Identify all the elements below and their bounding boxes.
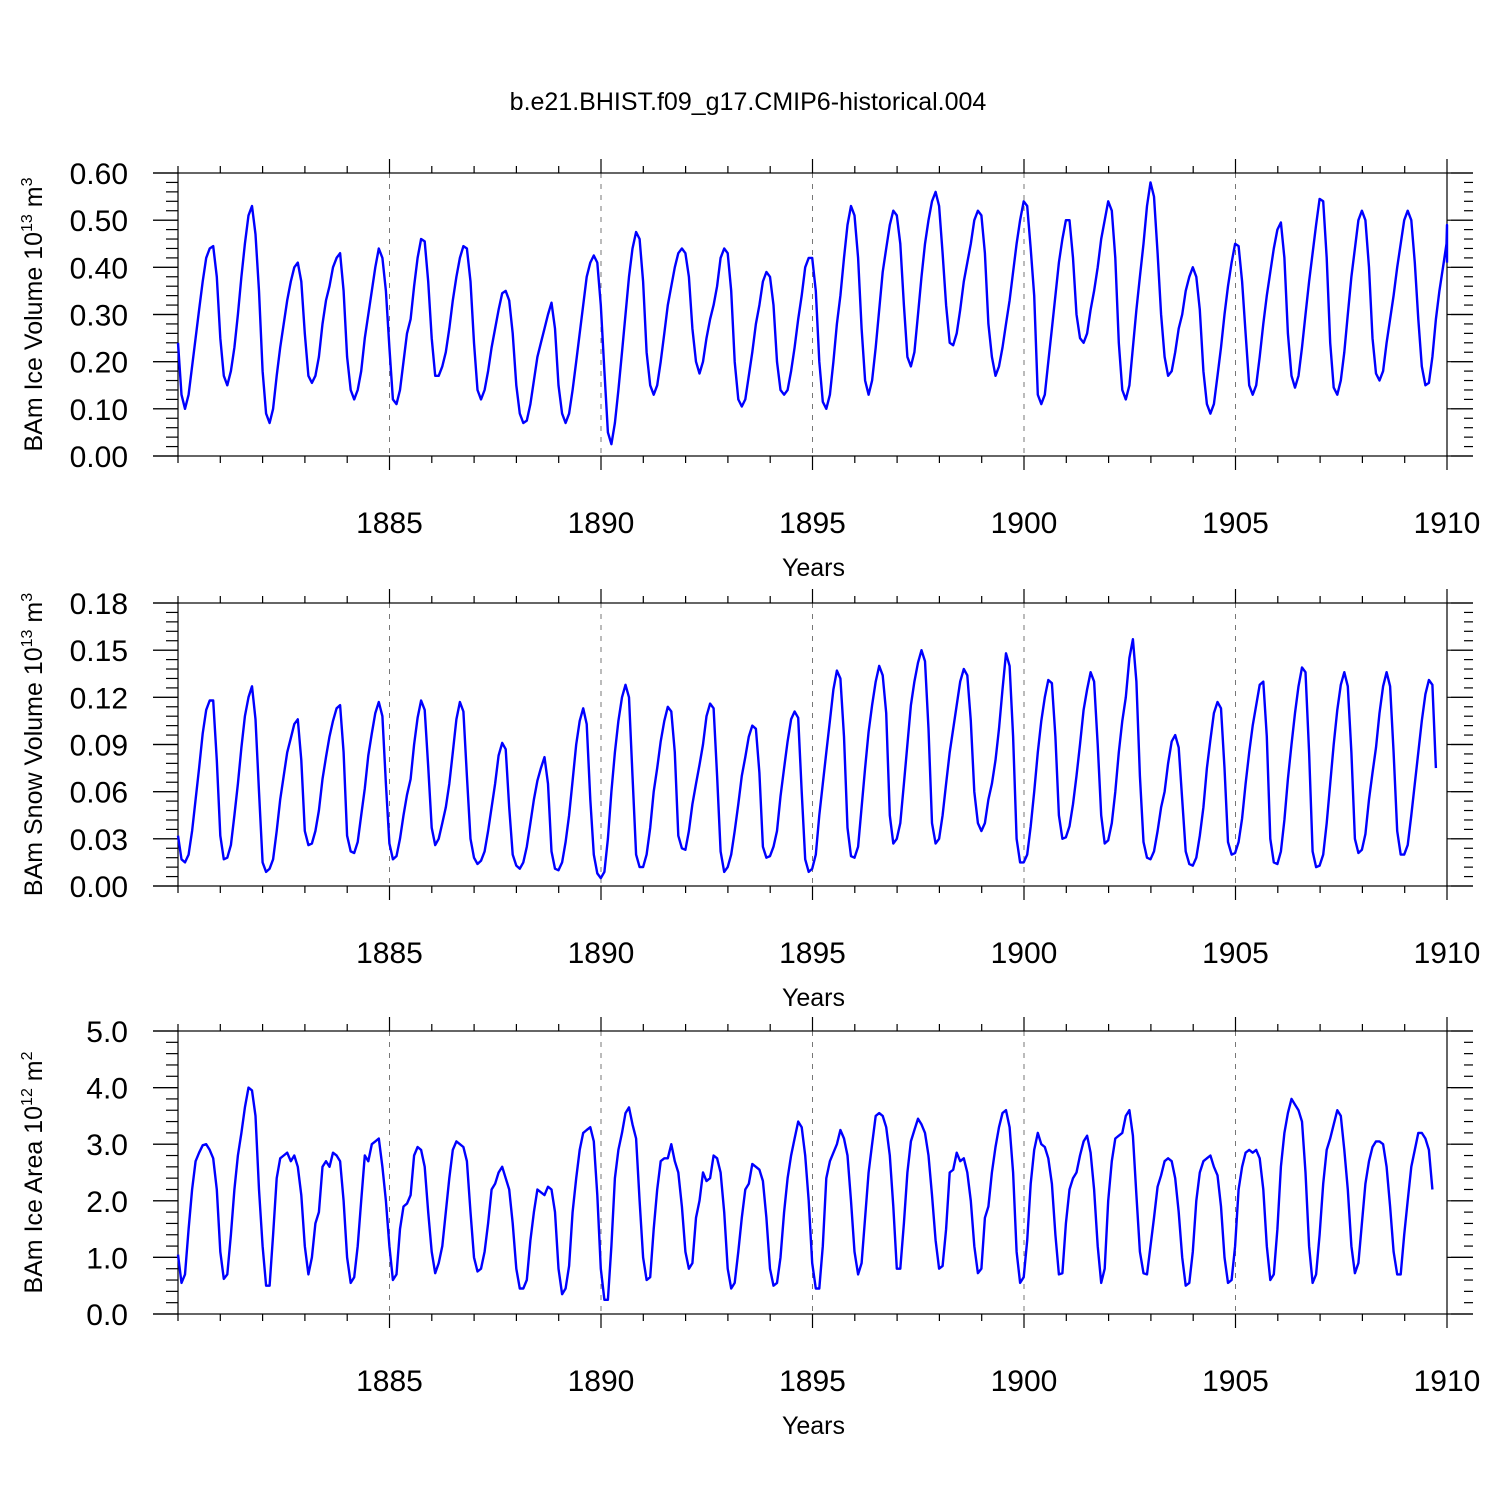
y-axis-label-part: BAm Snow Volume 10	[20, 647, 48, 896]
y-tick-label: 0.30	[70, 300, 128, 333]
x-tick-label: 1885	[356, 507, 423, 540]
plot-frame	[177, 1030, 1448, 1315]
y-tick-label: 0.60	[70, 158, 128, 191]
y-axis-label-superscript: 13	[19, 629, 36, 647]
x-tick-label: 1905	[1202, 1365, 1269, 1398]
series-line-snow-volume	[176, 638, 1438, 880]
y-tick-label: 4.0	[86, 1073, 128, 1106]
y-tick-label: 0.0	[86, 1299, 128, 1332]
y-axis-label-part: m	[20, 1060, 48, 1088]
series-line-ice-volume	[176, 181, 1449, 446]
y-axis-label: BAm Snow Volume 1013 m3	[19, 593, 48, 896]
y-tick-label: 0.50	[70, 205, 128, 238]
x-tick-label: 1890	[568, 1365, 635, 1398]
x-tick-label: 1890	[568, 507, 635, 540]
series-line-ice-area	[176, 1086, 1434, 1302]
y-tick-label: 0.20	[70, 347, 128, 380]
y-tick-label: 0.03	[70, 824, 128, 857]
y-axis-label-superscript: 13	[19, 214, 36, 232]
x-tick-label: 1895	[779, 507, 846, 540]
y-axis-label-superscript: 3	[19, 177, 36, 186]
panel-ice-area: 0.0 1.0 2.0 3.0 4.0 5.0 1885 1890 1895 1900 1905 19…	[19, 1016, 1480, 1440]
y-axis-label: BAm Ice Volume 1013 m3	[19, 177, 48, 451]
y-tick-label: 0.40	[70, 252, 128, 285]
y-axis-label-part: BAm Ice Area 10	[20, 1106, 48, 1294]
y-axis-label-superscript: 12	[19, 1088, 36, 1106]
y-tick-label: 1.0	[86, 1242, 128, 1275]
y-tick-label: 0.15	[70, 635, 128, 668]
y-axis-label: BAm Ice Area 1012 m2	[19, 1051, 48, 1293]
chart-panels: 0.00 0.10 0.20 0.30 0.40 0.50 0.60 1885 1890 1895…	[19, 158, 1480, 1440]
y-tick-label: 2.0	[86, 1186, 128, 1219]
x-axis-label: Years	[782, 1412, 845, 1440]
x-axis-label: Years	[782, 984, 845, 1012]
x-tick-label: 1910	[1414, 1365, 1481, 1398]
y-tick-label: 0.10	[70, 394, 128, 427]
x-tick-label: 1895	[779, 1365, 846, 1398]
x-tick-label: 1900	[991, 937, 1058, 970]
x-tick-label: 1885	[356, 937, 423, 970]
y-tick-label: 5.0	[86, 1016, 128, 1049]
x-tick-label: 1890	[568, 937, 635, 970]
y-tick-label: 3.0	[86, 1129, 128, 1162]
panel-ice-volume: 0.00 0.10 0.20 0.30 0.40 0.50 0.60 1885 1890 1895…	[19, 158, 1480, 582]
y-tick-label: 0.00	[70, 871, 128, 904]
x-axis-label: Years	[782, 554, 845, 582]
x-tick-label: 1900	[991, 1365, 1058, 1398]
y-tick-label: 0.00	[70, 441, 128, 474]
y-tick-label: 0.18	[70, 588, 128, 621]
y-axis-label-part: m	[20, 186, 48, 214]
x-tick-label: 1885	[356, 1365, 423, 1398]
y-tick-label: 0.09	[70, 730, 128, 763]
y-tick-label: 0.12	[70, 682, 128, 715]
x-tick-label: 1905	[1202, 937, 1269, 970]
plot-frame	[177, 602, 1448, 887]
y-axis-label-part: BAm Ice Volume 10	[20, 232, 48, 452]
x-tick-label: 1910	[1414, 937, 1481, 970]
x-tick-label: 1895	[779, 937, 846, 970]
x-tick-label: 1900	[991, 507, 1058, 540]
plot-frame	[177, 172, 1448, 457]
figure-title: b.e21.BHIST.f09_g17.CMIP6-historical.004	[510, 88, 987, 116]
y-tick-label: 0.06	[70, 777, 128, 810]
y-axis-label-superscript: 2	[19, 1051, 36, 1060]
x-tick-label: 1910	[1414, 507, 1481, 540]
y-axis-label-part: m	[20, 602, 48, 630]
x-tick-label: 1905	[1202, 507, 1269, 540]
panel-snow-volume: 0.00 0.03 0.06 0.09 0.12 0.15 0.18 1885 1890 1895…	[19, 588, 1480, 1012]
y-axis-label-superscript: 3	[19, 593, 36, 602]
